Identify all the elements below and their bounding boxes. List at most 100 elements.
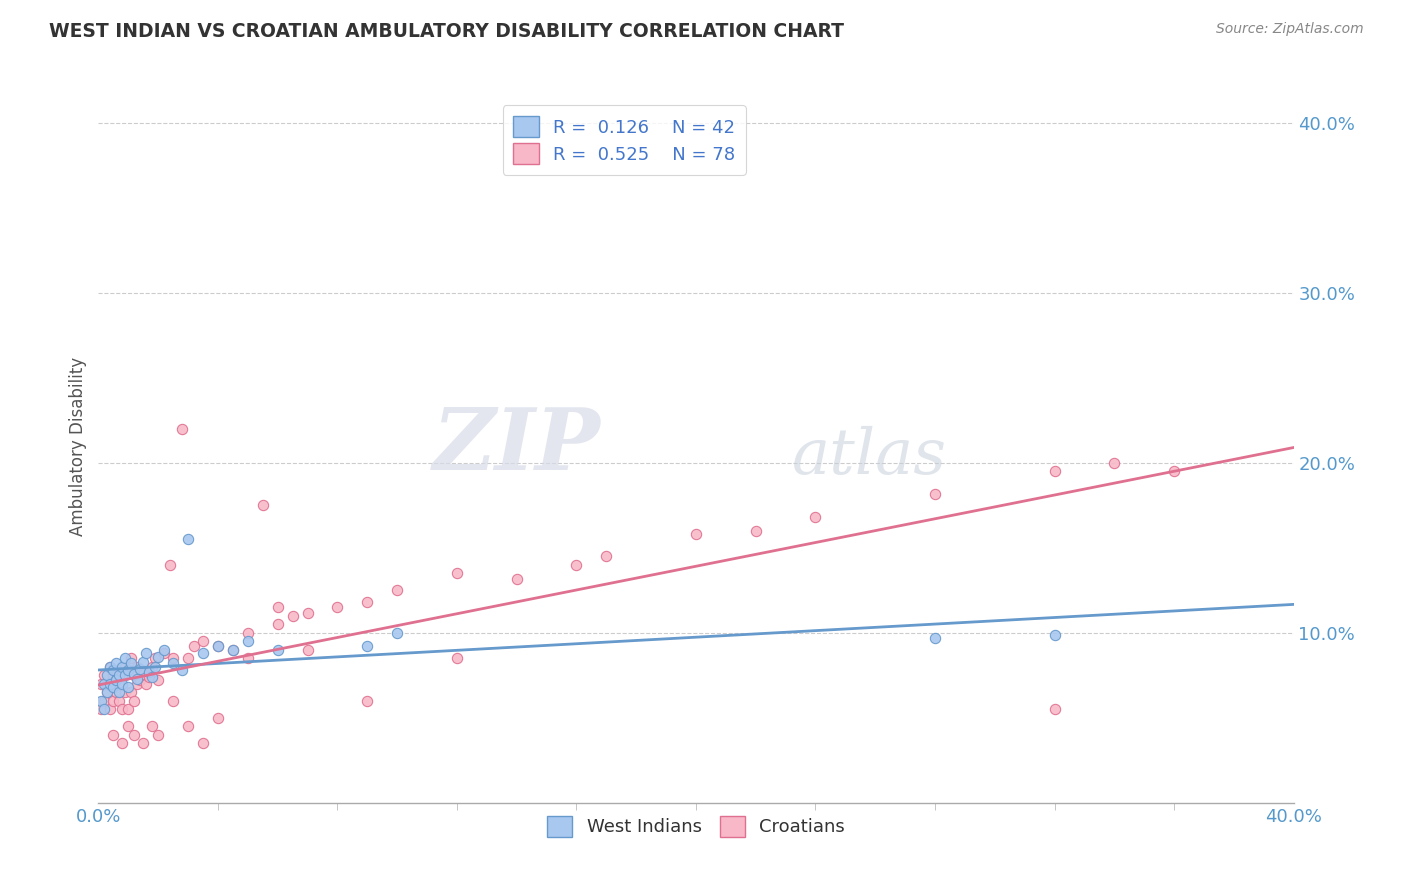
Point [153, 643, 176, 657]
Point [108, 694, 131, 708]
Text: Source: ZipAtlas.com: Source: ZipAtlas.com [1216, 22, 1364, 37]
Point [446, 651, 468, 665]
Point [105, 657, 128, 671]
Point [446, 566, 468, 581]
Point [103, 728, 125, 742]
Point [98, 660, 122, 674]
Point [117, 719, 139, 733]
Point [222, 643, 245, 657]
Point [385, 626, 409, 640]
Point [159, 558, 181, 572]
Point [162, 657, 184, 671]
Point [148, 649, 170, 664]
Point [252, 499, 274, 513]
Point [111, 702, 134, 716]
Point [162, 651, 184, 665]
Point [132, 655, 155, 669]
Point [108, 685, 131, 699]
Point [132, 736, 155, 750]
Point [90, 677, 112, 691]
Point [267, 643, 290, 657]
Point [236, 651, 259, 665]
Point [745, 524, 768, 538]
Legend: West Indians, Croatians: West Indians, Croatians [540, 808, 852, 844]
Text: WEST INDIAN VS CROATIAN AMBULATORY DISABILITY CORRELATION CHART: WEST INDIAN VS CROATIAN AMBULATORY DISAB… [49, 22, 844, 41]
Point [127, 660, 149, 674]
Point [124, 666, 146, 681]
Point [1043, 702, 1066, 716]
Point [222, 643, 245, 657]
Point [148, 673, 170, 688]
Point [326, 600, 349, 615]
Point [177, 533, 200, 547]
Point [114, 685, 136, 699]
Point [108, 668, 131, 682]
Point [114, 660, 136, 674]
Point [236, 634, 259, 648]
Point [138, 665, 160, 679]
Point [141, 660, 163, 674]
Point [117, 680, 139, 694]
Point [114, 651, 136, 665]
Point [143, 651, 166, 665]
Point [93, 677, 115, 691]
Point [143, 660, 166, 674]
Point [111, 736, 134, 750]
Point [207, 640, 229, 654]
Point [1043, 465, 1066, 479]
Point [124, 728, 146, 742]
Point [595, 549, 617, 564]
Point [356, 694, 378, 708]
Point [132, 666, 155, 681]
Point [96, 677, 118, 691]
Point [191, 634, 214, 648]
Point [111, 660, 134, 674]
Point [98, 677, 122, 691]
Point [129, 662, 152, 676]
Point [148, 728, 170, 742]
Y-axis label: Ambulatory Disability: Ambulatory Disability [69, 357, 87, 535]
Point [120, 657, 142, 671]
Point [117, 702, 139, 716]
Point [93, 702, 115, 716]
Point [267, 617, 290, 632]
Point [1104, 456, 1126, 470]
Point [356, 640, 378, 654]
Point [127, 672, 149, 686]
Point [103, 680, 125, 694]
Point [127, 677, 149, 691]
Point [96, 685, 118, 699]
Point [924, 486, 946, 500]
Point [120, 651, 142, 665]
Point [685, 527, 707, 541]
Point [96, 685, 118, 699]
Point [297, 606, 319, 620]
Point [297, 643, 319, 657]
Point [117, 663, 139, 677]
Point [1043, 627, 1066, 641]
Point [356, 595, 378, 609]
Point [153, 646, 176, 660]
Point [103, 668, 125, 682]
Point [105, 663, 128, 677]
Point [103, 694, 125, 708]
Point [141, 719, 163, 733]
Point [207, 711, 229, 725]
Point [267, 600, 290, 615]
Point [172, 663, 194, 677]
Point [236, 626, 259, 640]
Point [124, 694, 146, 708]
Point [124, 668, 146, 682]
Point [506, 572, 529, 586]
Point [129, 673, 152, 688]
Point [93, 694, 115, 708]
Point [177, 719, 200, 733]
Point [135, 677, 157, 691]
Point [117, 663, 139, 677]
Point [177, 651, 200, 665]
Point [93, 668, 115, 682]
Point [111, 668, 134, 682]
Point [96, 668, 118, 682]
Text: ZIP: ZIP [433, 404, 600, 488]
Point [191, 736, 214, 750]
